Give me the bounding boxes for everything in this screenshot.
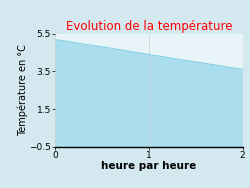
Y-axis label: Température en °C: Température en °C [17,44,28,136]
X-axis label: heure par heure: heure par heure [101,161,196,171]
Title: Evolution de la température: Evolution de la température [66,20,232,33]
